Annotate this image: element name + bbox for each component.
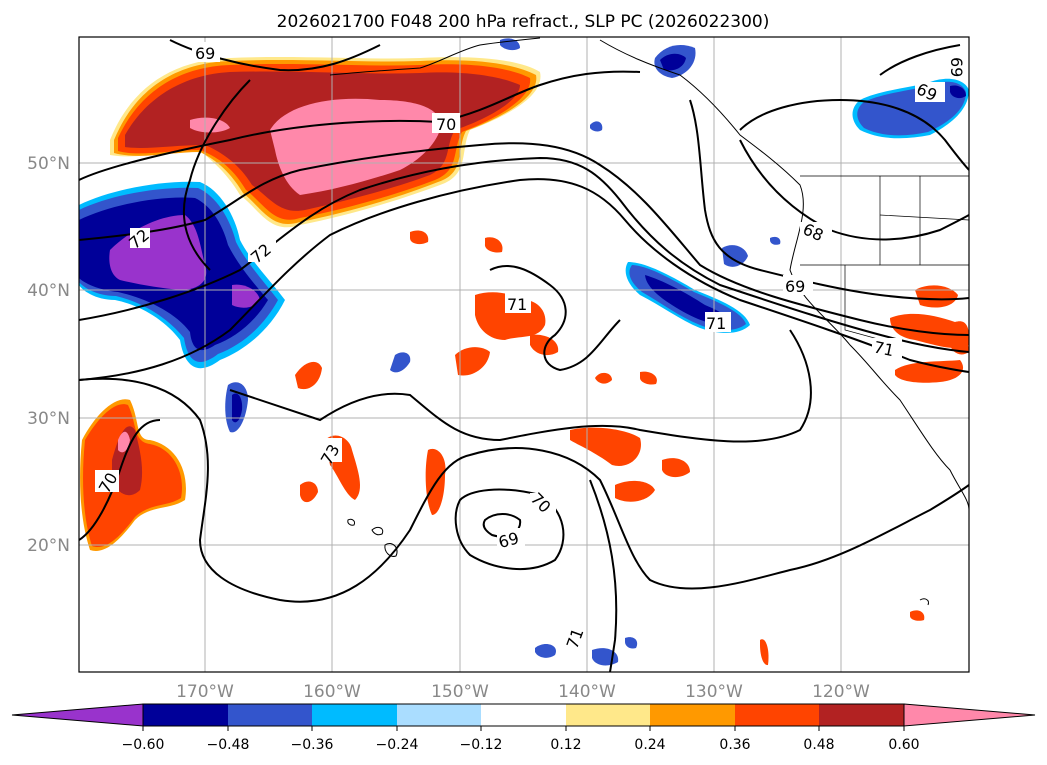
- colorbar-segment: [228, 704, 312, 726]
- colorbar-tick-label: 0.48: [803, 737, 834, 753]
- colorbar-segment: [312, 704, 397, 726]
- contour-label: 69: [195, 44, 215, 63]
- coastlines: [329, 37, 969, 606]
- slp-contours: [79, 39, 969, 672]
- contour-label: 71: [507, 295, 527, 314]
- positive-anomaly-fills: [80, 57, 969, 666]
- lat-label: 30°N: [27, 409, 70, 429]
- contour-label: 69: [785, 277, 805, 296]
- colorbar: −0.60 −0.48 −0.36 −0.24 −0.12 0.12 0.24 …: [11, 703, 1036, 753]
- contour-label: 71: [706, 314, 726, 333]
- map-title: 2026021700 F048 200 hPa refract., SLP PC…: [277, 12, 770, 32]
- lon-label: 160°W: [303, 682, 361, 702]
- contour-label: 69: [947, 57, 966, 77]
- colorbar-segment: [397, 704, 481, 726]
- colorbar-extend-right: [903, 703, 1036, 727]
- contour-label: 71: [872, 337, 896, 360]
- contour-label: 70: [436, 115, 456, 134]
- colorbar-segment: [481, 704, 566, 726]
- longitude-labels: 170°W 160°W 150°W 140°W 130°W 120°W: [176, 682, 870, 702]
- colorbar-extend-left: [11, 703, 144, 727]
- map-frame: [78, 36, 970, 673]
- colorbar-segment: [819, 704, 904, 726]
- lat-label: 50°N: [27, 154, 70, 174]
- lon-label: 150°W: [431, 682, 489, 702]
- colorbar-tick-label: −0.48: [207, 737, 250, 753]
- graticule: [79, 37, 969, 672]
- latitude-labels: 50°N 40°N 30°N 20°N: [27, 154, 70, 556]
- lon-label: 130°W: [685, 682, 743, 702]
- colorbar-tick-label: −0.60: [122, 737, 165, 753]
- lon-label: 120°W: [812, 682, 870, 702]
- lon-label: 140°W: [558, 682, 616, 702]
- contour-label: 69: [496, 528, 521, 552]
- colorbar-tick-label: −0.12: [460, 737, 503, 753]
- lat-label: 20°N: [27, 536, 70, 556]
- colorbar-tick-label: −0.36: [291, 737, 334, 753]
- lon-label: 170°W: [176, 682, 234, 702]
- colorbar-segment: [143, 704, 228, 726]
- colorbar-tick-label: 0.12: [550, 737, 581, 753]
- colorbar-tick-label: −0.24: [376, 737, 419, 753]
- colorbar-tick-label: 0.24: [634, 737, 665, 753]
- colorbar-tick-label: 0.60: [888, 737, 919, 753]
- colorbar-tick-label: 0.36: [719, 737, 750, 753]
- colorbar-segment: [566, 704, 650, 726]
- lat-label: 40°N: [27, 281, 70, 301]
- colorbar-segment: [650, 704, 735, 726]
- colorbar-segment: [735, 704, 819, 726]
